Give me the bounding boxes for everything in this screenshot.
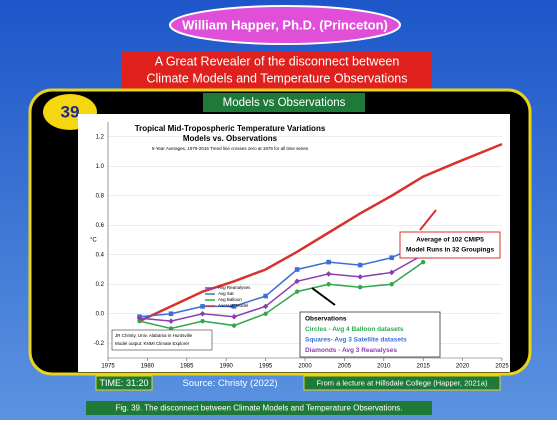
marker [326, 259, 331, 265]
y-tick-label: 1.2 [96, 134, 105, 140]
y-tick-label: 1.0 [96, 164, 105, 170]
credit-text: Model output: KNMI Climate Explorer [115, 341, 190, 346]
subtitle: Models vs Observations [223, 97, 346, 109]
x-tick-label: 2000 [298, 364, 312, 370]
legend-label: Average Model [218, 303, 248, 308]
marker [262, 303, 269, 310]
header-title: William Happer, Ph.D. (Princeton) [182, 17, 388, 32]
obs-box-text: Observations [305, 316, 347, 323]
x-tick-label: 2015 [417, 364, 431, 370]
banner-line: A Great Revealer of the disconnect betwe… [155, 54, 400, 68]
y-tick-label: 0.4 [96, 252, 105, 258]
marker [357, 262, 363, 268]
lecture: From a lecture at Hillsdale College (Hap… [317, 378, 488, 387]
series-line [139, 254, 424, 322]
marker [389, 255, 394, 260]
x-tick-label: 1980 [141, 364, 155, 370]
series-line [139, 261, 424, 330]
marker [326, 282, 331, 287]
marker [136, 315, 143, 321]
banner-line: Climate Models and Temperature Observati… [146, 71, 407, 85]
series-line [139, 242, 424, 318]
credit-box [111, 329, 213, 351]
series-line [138, 142, 503, 323]
x-tick-label: 1990 [220, 364, 234, 370]
legend-label: Avg Balloon [218, 297, 242, 302]
marker [168, 318, 174, 324]
source: Source: Christy (2022) [182, 378, 277, 389]
marker [200, 318, 205, 324]
marker [388, 269, 395, 276]
marker [231, 304, 237, 309]
marker [325, 271, 332, 277]
model-box-text: Model Runs in 32 Groupings [406, 247, 495, 254]
chart: -0.2 0.0 0.2 0.4 0.6 0.8 1.0 1.2 1975 1980 1985 199… [90, 122, 509, 370]
marker [263, 311, 268, 316]
marker [263, 293, 268, 299]
chart-note: 5-Year Averages, 1979-2016 Trend line cr… [152, 146, 309, 151]
arrow [311, 287, 336, 306]
y-tick-label: 0.6 [96, 223, 105, 229]
marker [389, 282, 394, 287]
x-tick-label: 2005 [338, 364, 352, 370]
caption: Fig. 39. The disconnect between Climate … [116, 404, 403, 413]
chart-title: Tropical Mid-Tropospheric Temperature Va… [135, 124, 326, 133]
y-tick-label: -0.2 [94, 341, 105, 347]
y-axis-label: °C [90, 238, 97, 244]
slide-number: 39 [61, 102, 80, 121]
x-tick-label: 2020 [456, 364, 470, 370]
obs-box-text: Diamonds - Avg 3 Reanalyses [305, 347, 397, 354]
time: TIME: 31:20 [99, 378, 148, 388]
marker [168, 326, 174, 331]
banner [122, 52, 432, 89]
caption-box [86, 401, 432, 415]
obs-box [299, 311, 441, 358]
credit-text: JR Christy, Univ. Alabama in Huntsville [115, 333, 193, 338]
model-box [399, 231, 501, 259]
x-tick-label: 2025 [495, 364, 509, 370]
obs-box-text: Circles - Avg 4 Balloon datasets [305, 326, 404, 333]
marker [231, 313, 237, 320]
marker [357, 285, 363, 290]
model-box-text: Average of 102 CMIP5 [416, 237, 484, 244]
marker [199, 310, 206, 317]
x-tick-label: 2010 [377, 364, 391, 370]
marker [421, 259, 426, 265]
legend-label: Avg Sat [218, 291, 234, 296]
marker [357, 274, 363, 280]
subtitle-box [203, 93, 365, 112]
y-tick-label: 0.0 [96, 311, 105, 317]
chart-subtitle: Models vs. Observations [183, 134, 278, 143]
time-box [95, 375, 153, 391]
marker [294, 289, 300, 294]
obs-box-text: Squares- Avg 3 Satellite datasets [305, 337, 407, 344]
marker [294, 278, 300, 285]
marker [200, 304, 205, 309]
x-tick-label: 1995 [259, 364, 273, 370]
marker [231, 323, 237, 328]
lecture-box [303, 375, 501, 391]
x-tick-label: 1975 [101, 364, 115, 370]
x-tick-label: 1985 [180, 364, 194, 370]
y-tick-label: 0.2 [96, 282, 105, 288]
marker [294, 267, 300, 272]
header-ellipse [169, 5, 401, 45]
y-tick-label: 0.8 [96, 193, 105, 199]
arrow [419, 209, 437, 231]
marker [168, 311, 174, 317]
legend-label: Avg Reanalyses [218, 285, 251, 290]
marker [137, 318, 142, 324]
